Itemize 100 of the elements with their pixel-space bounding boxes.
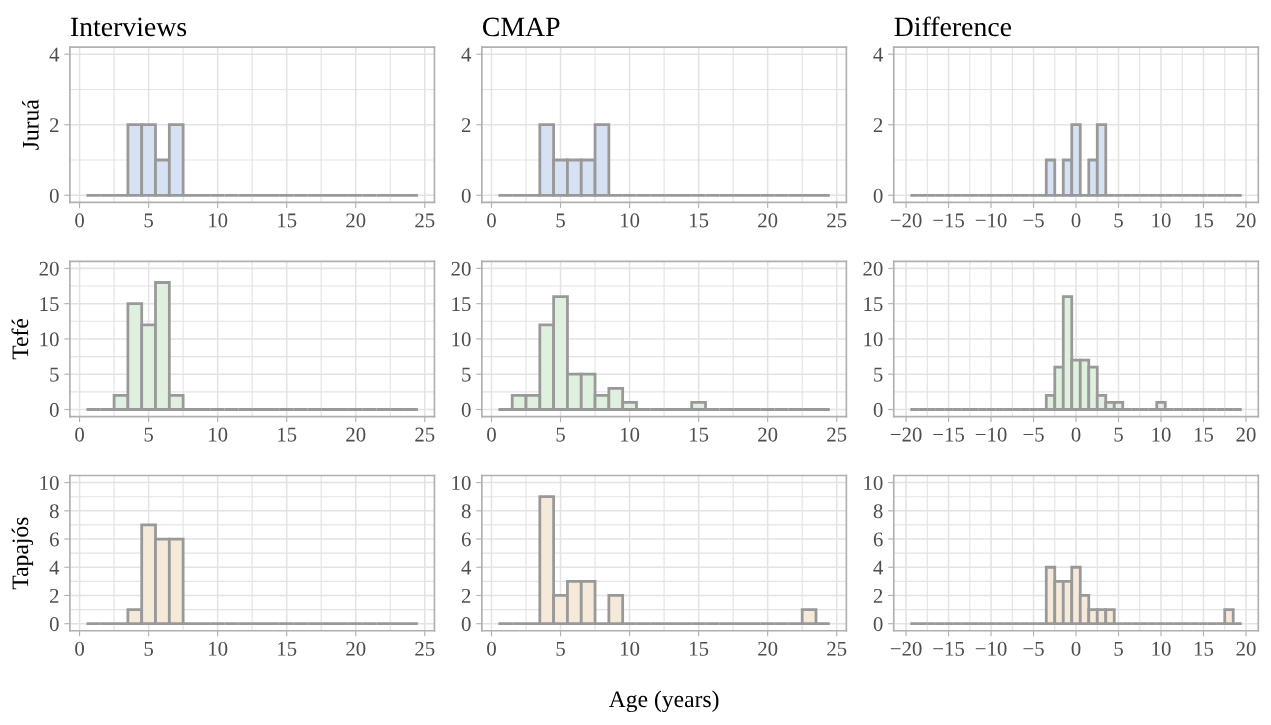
x-tick-label: 10	[209, 427, 228, 442]
x-tick-label: 15	[1194, 213, 1214, 228]
x-tick-label: 10	[1152, 427, 1171, 442]
y-tick-label: 6	[461, 532, 471, 547]
chart-title: Interviews	[70, 17, 187, 37]
y-tick-label: 10	[452, 332, 471, 347]
y-tick-label: 10	[864, 475, 883, 491]
x-tick-label: 15	[690, 641, 709, 656]
x-tick-label: 5	[1114, 213, 1123, 228]
x-tick-label: 25	[415, 641, 435, 656]
x-tick-label: 20	[1236, 641, 1256, 656]
x-tick-label: 10	[620, 213, 640, 228]
x-tick-label: −20	[890, 427, 922, 442]
x-tick-label: 15	[1194, 641, 1214, 656]
y-tick-label: 15	[40, 297, 59, 312]
x-tick-label: 5	[556, 213, 565, 228]
x-tick-label: 10	[620, 427, 640, 442]
x-tick-label: −15	[933, 213, 965, 228]
x-tick-label: 15	[278, 641, 297, 656]
y-tick-label: 10	[452, 475, 471, 491]
x-tick-label: 5	[144, 213, 154, 228]
x-tick-label: 0	[75, 427, 84, 442]
y-tick-label: 15	[452, 297, 471, 312]
x-tick-label: 0	[1071, 427, 1081, 442]
x-tick-label: 15	[278, 213, 297, 228]
x-tick-label: 0	[487, 213, 496, 228]
y-tick-label: 20	[863, 261, 883, 276]
x-tick-label: 25	[827, 641, 847, 656]
y-tick-label: 2	[461, 118, 471, 132]
y-tick-label: 6	[49, 532, 59, 547]
x-tick-label: 10	[209, 213, 228, 228]
y-tick-label: 20	[451, 261, 471, 276]
x-tick-label: 0	[75, 213, 84, 228]
y-tick-label: 0	[461, 402, 471, 417]
y-tick-label: 4	[49, 560, 60, 575]
x-tick-label: 10	[1152, 213, 1171, 228]
x-axis-title: Age (years)	[608, 690, 719, 713]
x-tick-label: 20	[758, 641, 778, 656]
y-tick-label: 0	[49, 188, 59, 203]
y-tick-label: 0	[461, 188, 471, 203]
x-tick-label: 0	[1071, 641, 1081, 656]
y-axis-title: Tefé	[11, 318, 29, 360]
x-tick-label: 25	[415, 427, 435, 442]
x-tick-label: −15	[933, 427, 965, 442]
x-tick-label: −20	[890, 213, 922, 228]
x-tick-label: 0	[487, 427, 496, 442]
y-tick-label: 5	[50, 367, 59, 382]
y-tick-label: 2	[49, 118, 59, 132]
x-tick-label: 10	[209, 641, 228, 656]
y-tick-label: 20	[39, 261, 59, 276]
x-tick-label: 20	[346, 213, 366, 228]
y-tick-label: 5	[874, 367, 883, 382]
y-tick-label: 0	[461, 617, 471, 632]
x-tick-label: −5	[1023, 213, 1044, 228]
y-tick-label: 4	[49, 47, 60, 62]
chart-title: Difference	[894, 16, 1012, 37]
y-tick-label: 5	[462, 367, 471, 382]
x-tick-label: 0	[487, 641, 496, 656]
y-tick-label: 0	[873, 188, 883, 203]
x-tick-label: −20	[890, 641, 922, 656]
x-tick-label: −15	[933, 641, 965, 656]
y-tick-label: 10	[864, 332, 883, 347]
y-tick-label: 15	[864, 297, 883, 312]
y-tick-label: 0	[49, 402, 59, 417]
x-tick-label: −10	[975, 427, 1007, 442]
x-tick-label: 5	[556, 641, 565, 656]
x-tick-label: 25	[415, 213, 435, 228]
y-tick-label: 8	[873, 504, 883, 519]
y-tick-label: 8	[461, 504, 471, 519]
y-axis-title: Juruá	[22, 99, 39, 150]
x-tick-label: −10	[975, 213, 1007, 228]
y-tick-label: 4	[873, 560, 884, 575]
x-tick-label: 20	[1236, 213, 1256, 228]
y-axis-title: Tapajós	[11, 517, 34, 590]
x-tick-label: 15	[690, 427, 709, 442]
y-tick-label: 2	[49, 588, 59, 603]
x-tick-label: −5	[1023, 641, 1044, 656]
y-tick-label: 0	[873, 617, 883, 632]
y-tick-label: 4	[461, 560, 472, 575]
x-tick-label: 5	[1114, 427, 1123, 442]
y-tick-label: 0	[49, 617, 59, 632]
y-tick-label: 10	[40, 475, 59, 491]
x-tick-label: 25	[827, 213, 847, 228]
x-tick-label: 0	[75, 641, 84, 656]
x-tick-label: 5	[1114, 641, 1123, 656]
x-tick-label: −10	[975, 641, 1007, 656]
y-tick-label: 0	[873, 402, 883, 417]
x-tick-label: 25	[827, 427, 847, 442]
y-tick-label: 6	[873, 532, 883, 547]
x-tick-label: 15	[1194, 427, 1214, 442]
y-tick-label: 2	[461, 588, 471, 603]
x-tick-label: 5	[556, 427, 565, 442]
y-tick-label: 4	[461, 47, 472, 62]
x-tick-label: 10	[1152, 641, 1171, 656]
x-tick-label: 15	[278, 427, 297, 442]
x-tick-label: 0	[1071, 213, 1081, 228]
y-tick-label: 2	[873, 118, 883, 132]
x-tick-label: 5	[144, 427, 154, 442]
x-tick-label: 15	[690, 213, 709, 228]
x-tick-label: 10	[620, 641, 640, 656]
